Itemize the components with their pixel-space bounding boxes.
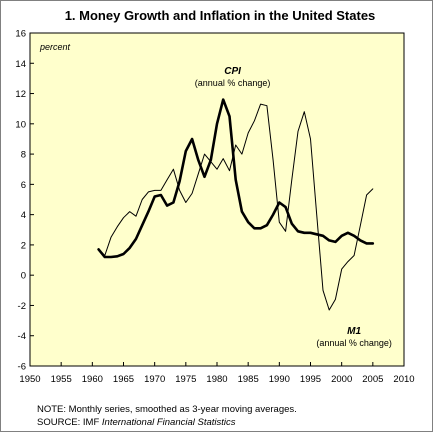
- x-tick-label: 2010: [393, 374, 414, 385]
- x-tick-label: 2005: [362, 374, 383, 385]
- series-sublabel-cpi: (annual % change): [195, 78, 271, 88]
- y-tick-label: 14: [15, 59, 26, 70]
- y-tick-label: 0: [21, 271, 26, 282]
- x-tick-label: 1955: [51, 374, 72, 385]
- series-line-m1: [98, 103, 374, 311]
- y-tick-label: 4: [21, 210, 26, 221]
- y-tick-label: 8: [21, 150, 26, 161]
- y-tick-label: 6: [21, 180, 26, 191]
- x-tick-label: 1975: [175, 374, 196, 385]
- y-tick-label: 2: [21, 240, 26, 251]
- y-tick-label: 10: [15, 119, 26, 130]
- x-tick-label: 2000: [331, 374, 352, 385]
- y-tick-label: 12: [15, 89, 26, 100]
- series-sublabel-m1: (annual % change): [316, 338, 392, 348]
- note-text: NOTE: Monthly series, smoothed as 3-year…: [37, 404, 297, 415]
- x-tick-label: 1970: [144, 374, 165, 385]
- x-tick-label: 1980: [206, 374, 227, 385]
- y-axis-label: percent: [39, 42, 71, 52]
- source-text: SOURCE: IMF International Financial Stat…: [37, 417, 236, 428]
- source-title: International Financial Statistics: [101, 417, 236, 428]
- x-tick-label: 1950: [19, 374, 40, 385]
- series-line-cpi: [97, 98, 375, 259]
- axes: -6 -4 -2 0 2 4 6 8 10 12 14 16 1950 1955 1960 1965 1970 1…: [15, 29, 414, 386]
- x-tick-label: 1990: [269, 374, 290, 385]
- x-tick-label: 1965: [113, 374, 134, 385]
- y-tick-label: -4: [18, 331, 26, 342]
- series-layer: [97, 98, 375, 311]
- x-tick-label: 1995: [300, 374, 321, 385]
- series-labels: CPI(annual % change)M1(annual % change): [195, 66, 392, 348]
- x-tick-label: 1985: [238, 374, 259, 385]
- series-label-cpi: CPI: [224, 66, 241, 77]
- plot-area: [29, 32, 405, 367]
- x-tick-label: 1960: [82, 374, 103, 385]
- series-label-m1: M1: [347, 326, 361, 337]
- source-prefix: SOURCE: IMF: [37, 417, 102, 428]
- y-tick-label: -2: [18, 301, 26, 312]
- chart-title: 1. Money Growth and Inflation in the Uni…: [65, 8, 376, 23]
- y-tick-label: 16: [15, 29, 26, 40]
- y-tick-label: -6: [18, 362, 26, 373]
